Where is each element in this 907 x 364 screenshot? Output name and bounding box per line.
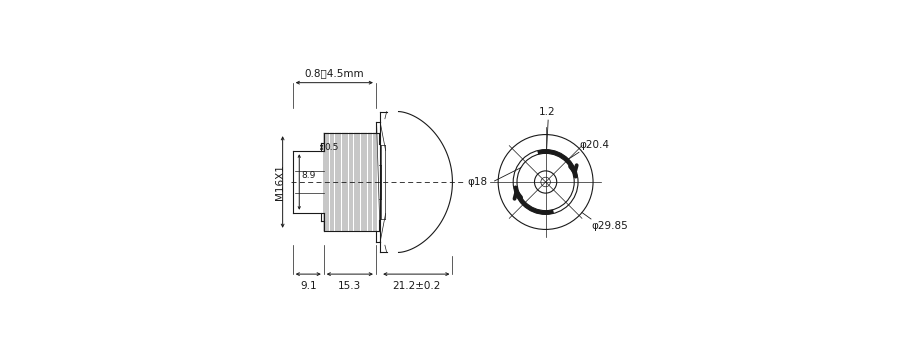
Text: φ18: φ18 [467, 177, 487, 187]
Text: φ20.4: φ20.4 [580, 141, 610, 150]
Text: 21.2±0.2: 21.2±0.2 [392, 281, 441, 290]
Text: 15.3: 15.3 [338, 281, 361, 290]
Text: 0.5: 0.5 [325, 143, 339, 152]
Text: 0.8～4.5mm: 0.8～4.5mm [305, 68, 364, 78]
Text: φ29.85: φ29.85 [591, 221, 629, 231]
Text: 1.2: 1.2 [539, 107, 556, 117]
Text: 9.1: 9.1 [300, 281, 317, 290]
Text: 8.9: 8.9 [301, 171, 316, 180]
Text: M16X1: M16X1 [275, 164, 285, 200]
